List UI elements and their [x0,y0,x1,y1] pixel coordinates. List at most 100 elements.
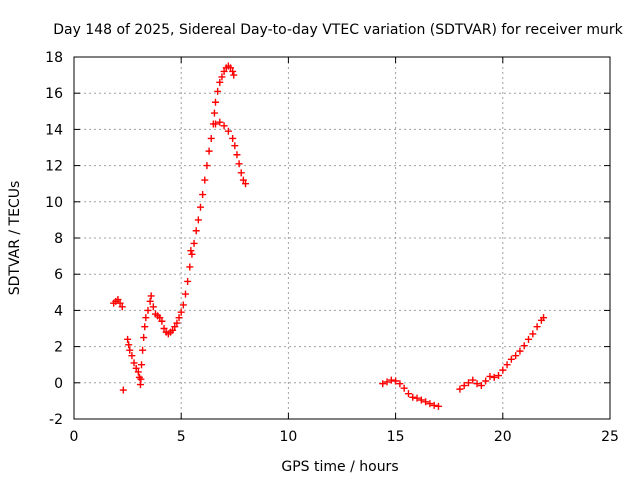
data-point [186,263,194,271]
data-point [430,401,438,409]
data-point [114,296,122,304]
data-point [212,120,220,128]
data-point [187,247,195,255]
data-point [434,402,442,410]
x-tick-label: 20 [494,429,512,445]
x-axis-label: GPS time / hours [281,459,398,475]
data-point [460,382,468,390]
data-point [173,319,181,327]
data-point [525,335,533,343]
x-tick-label: 15 [387,429,405,445]
data-point [171,323,179,331]
data-point [156,314,164,322]
data-point [214,87,222,95]
x-tick-label: 25 [601,429,619,445]
data-point [220,122,228,130]
data-point [456,385,464,393]
data-point [426,400,434,408]
data-point [503,361,511,369]
data-point [199,191,207,199]
data-point [210,109,218,117]
data-point [417,396,425,404]
data-point [239,176,247,184]
data-point [379,380,387,388]
data-point [146,297,154,305]
y-tick-label: 14 [45,122,63,138]
y-tick-label: -2 [49,412,63,428]
data-point [512,352,520,360]
chart-title: Day 148 of 2025, Sidereal Day-to-day VTE… [53,22,623,38]
data-point [404,390,412,398]
y-tick-label: 8 [54,231,63,247]
data-point [469,376,477,384]
data-point [392,377,400,385]
data-points [110,62,548,410]
ticks-layer: 0 5 10 15 20 25 -2 0 2 4 6 8 10 12 14 16 18 [45,50,619,445]
data-point [229,134,237,142]
data-point [158,317,166,325]
data-point [149,303,157,311]
y-tick-label: 6 [54,267,63,283]
data-point [132,364,140,372]
data-point [413,394,421,402]
data-point [137,375,145,383]
data-point [396,380,404,388]
data-point [499,366,507,374]
data-point [218,73,226,81]
data-point [196,203,204,211]
y-tick-label: 12 [45,159,63,175]
data-point [482,377,490,385]
data-point [130,359,138,367]
data-point [490,373,498,381]
data-point [194,216,202,224]
data-point [181,290,189,298]
x-tick-label: 5 [177,429,186,445]
data-point [237,169,245,177]
y-tick-label: 0 [54,376,63,392]
data-point [125,341,133,349]
data-point [140,334,148,342]
data-point [533,323,541,331]
data-point [387,376,395,384]
data-point [495,372,503,380]
data-point [169,326,177,334]
x-tick-label: 10 [279,429,297,445]
y-tick-label: 2 [54,340,63,356]
data-point [409,393,417,401]
data-point [160,325,168,332]
data-point [216,118,224,126]
data-point [220,67,228,75]
data-point [201,176,209,184]
data-point [205,147,213,155]
data-point [175,314,183,322]
data-point [422,398,430,406]
data-point [383,378,391,386]
data-point [464,379,472,387]
data-point [473,380,481,388]
data-point [233,151,241,159]
y-axis-label: SDTVAR / TECUs [7,181,23,296]
data-point [230,71,238,79]
data-point [203,162,211,170]
data-point [119,386,127,394]
data-point [486,372,494,380]
data-point [139,346,147,354]
data-point [147,292,155,300]
data-point [231,142,239,150]
data-point [212,98,220,106]
data-point [124,335,132,343]
data-point [227,64,235,72]
data-point [516,347,524,355]
grid-layer [74,57,610,419]
data-point [477,382,485,390]
data-point [188,250,196,258]
data-point [141,323,149,331]
y-tick-label: 4 [54,303,63,319]
data-point [507,355,515,363]
data-point [400,384,408,392]
data-point [216,78,224,86]
data-point [224,127,232,135]
x-tick-label: 0 [70,429,79,445]
data-point [116,299,124,307]
